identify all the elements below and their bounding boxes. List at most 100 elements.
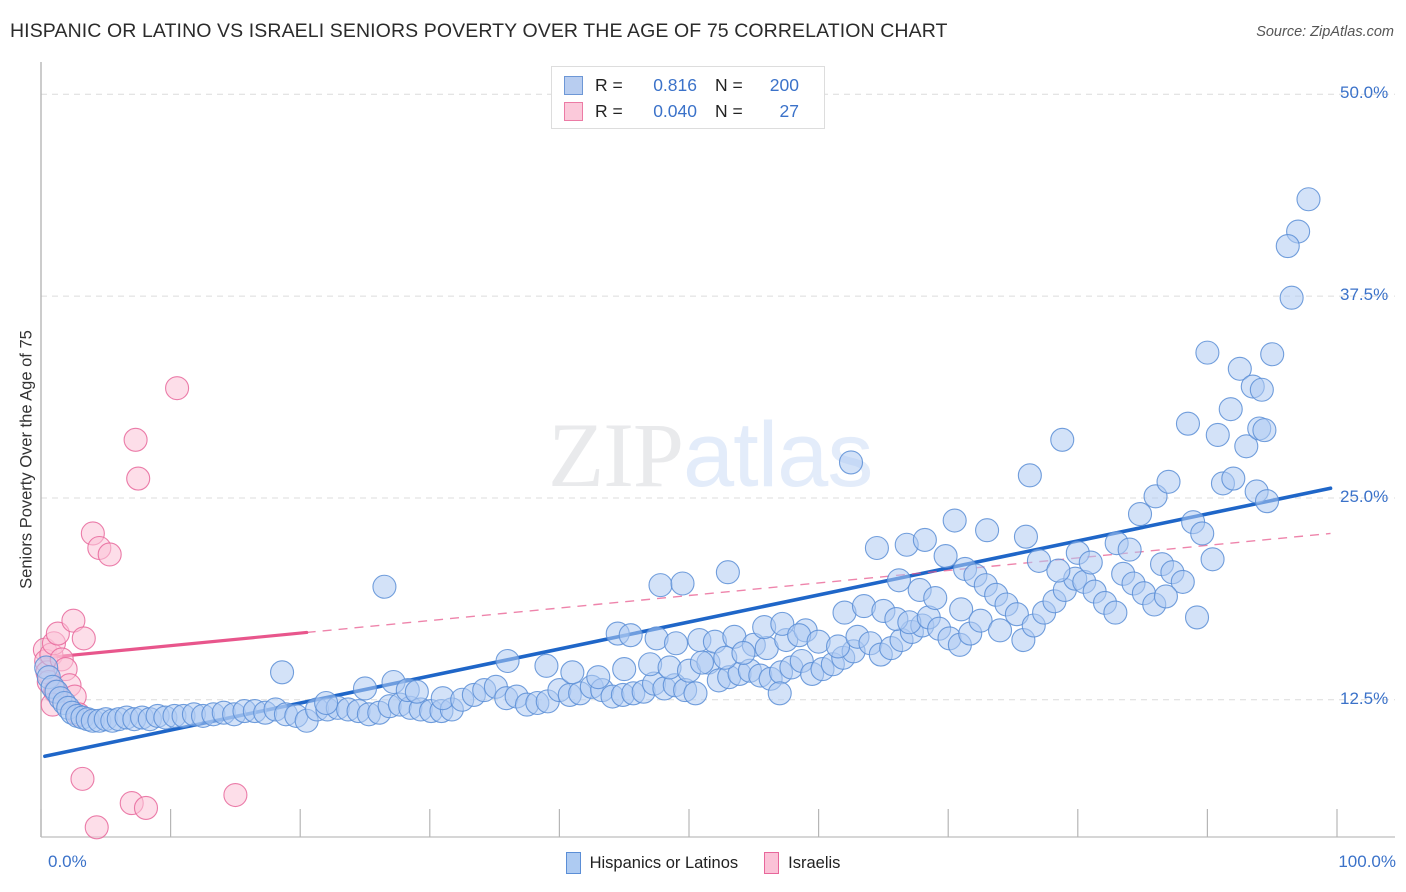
- legend-swatch-blue: [564, 75, 583, 95]
- y-tick-label-50: 50.0%: [1340, 83, 1389, 103]
- data-point: [586, 665, 611, 690]
- data-point: [1156, 469, 1181, 494]
- data-point: [864, 535, 889, 561]
- data-point: [1218, 397, 1243, 422]
- data-point: [404, 679, 429, 704]
- data-point: [670, 571, 695, 596]
- data-point: [270, 660, 295, 685]
- data-point: [1170, 569, 1195, 594]
- data-point: [770, 611, 795, 636]
- data-point: [1050, 427, 1075, 452]
- correlation-row-hispanics: R = 0.816 N = 200: [564, 72, 814, 98]
- data-point: [886, 568, 912, 593]
- legend-label-hispanics: Hispanics or Latinos: [589, 853, 739, 872]
- data-point: [683, 681, 708, 706]
- r-label-pink: R =: [595, 100, 623, 121]
- data-point: [1275, 234, 1300, 259]
- y-tick-label-37: 37.5%: [1340, 285, 1389, 305]
- r-value-blue: 0.816: [653, 74, 697, 95]
- data-point: [1195, 340, 1220, 365]
- data-point: [352, 676, 378, 701]
- data-point: [618, 623, 643, 648]
- legend-swatch-israelis: [764, 852, 780, 874]
- data-point: [1200, 547, 1225, 572]
- data-point: [731, 640, 756, 665]
- data-point: [1004, 602, 1029, 627]
- n-value-blue: 200: [769, 74, 799, 95]
- data-point: [223, 782, 248, 808]
- data-point: [165, 376, 190, 401]
- data-point: [1175, 411, 1201, 436]
- data-point: [1078, 550, 1103, 575]
- data-point: [1296, 187, 1321, 212]
- data-point: [1279, 285, 1304, 310]
- data-point: [1254, 489, 1280, 514]
- n-value-pink: 27: [779, 100, 799, 121]
- data-point: [838, 450, 864, 475]
- legend-item-hispanics[interactable]: Hispanics or Latinos: [565, 852, 739, 874]
- series-points-israelis: [32, 376, 248, 840]
- data-point: [495, 648, 520, 674]
- data-point: [987, 618, 1013, 643]
- data-point: [1190, 521, 1215, 546]
- data-point: [560, 660, 585, 685]
- legend-label-israelis: Israelis: [788, 853, 841, 872]
- series-legend: Hispanics or Latinos Israelis: [0, 852, 1406, 874]
- data-point: [912, 527, 937, 552]
- data-point: [314, 690, 339, 716]
- x-tick-label-max: 100.0%: [1338, 852, 1396, 871]
- data-point: [648, 573, 673, 598]
- data-point: [767, 681, 792, 706]
- data-point: [1260, 342, 1285, 367]
- data-point: [534, 653, 559, 678]
- legend-item-israelis[interactable]: Israelis: [764, 852, 840, 874]
- data-point: [1221, 466, 1246, 491]
- correlation-row-israelis: R = 0.040 N = 27: [564, 98, 814, 124]
- n-label-blue: N =: [715, 74, 743, 95]
- data-point: [133, 795, 159, 820]
- data-point: [715, 560, 740, 585]
- data-point: [1013, 524, 1039, 549]
- data-point: [663, 631, 689, 656]
- data-point: [1017, 463, 1042, 488]
- series-points-hispanics-or-latinos: [34, 187, 1321, 733]
- x-tick-label-min: 0.0%: [48, 852, 87, 871]
- r-value-pink: 0.040: [653, 100, 697, 121]
- data-point: [372, 574, 397, 599]
- data-point: [612, 657, 637, 682]
- data-point: [949, 597, 974, 622]
- data-point: [923, 585, 948, 611]
- source-attribution: Source: ZipAtlas.com: [1256, 24, 1394, 40]
- data-point: [1227, 356, 1252, 381]
- data-point: [71, 626, 96, 651]
- data-point: [1046, 558, 1071, 583]
- data-point: [1103, 600, 1128, 625]
- data-point: [825, 634, 851, 659]
- data-point: [84, 815, 109, 840]
- y-tick-label-25: 25.0%: [1340, 486, 1389, 506]
- data-point: [45, 621, 70, 646]
- data-point: [1026, 548, 1051, 573]
- data-point: [1205, 422, 1230, 448]
- data-point: [1249, 377, 1274, 402]
- data-point: [1117, 537, 1142, 562]
- data-point: [689, 650, 715, 675]
- correlation-legend: R = 0.816 N = 200 R = 0.040 N = 27: [551, 66, 825, 129]
- data-point: [1184, 605, 1210, 630]
- data-point: [1153, 584, 1178, 609]
- data-point: [1127, 502, 1153, 527]
- data-point: [97, 542, 122, 567]
- data-point: [123, 427, 148, 452]
- r-label-blue: R =: [595, 74, 623, 95]
- data-point: [1252, 418, 1277, 443]
- data-point: [968, 608, 993, 633]
- legend-swatch-hispanics: [565, 852, 581, 874]
- data-point: [1234, 434, 1259, 459]
- data-point: [933, 544, 958, 569]
- y-tick-label-12: 12.5%: [1340, 688, 1389, 708]
- data-point: [61, 608, 86, 633]
- n-label-pink: N =: [715, 100, 743, 121]
- data-points: [32, 187, 1321, 840]
- data-point: [70, 766, 95, 791]
